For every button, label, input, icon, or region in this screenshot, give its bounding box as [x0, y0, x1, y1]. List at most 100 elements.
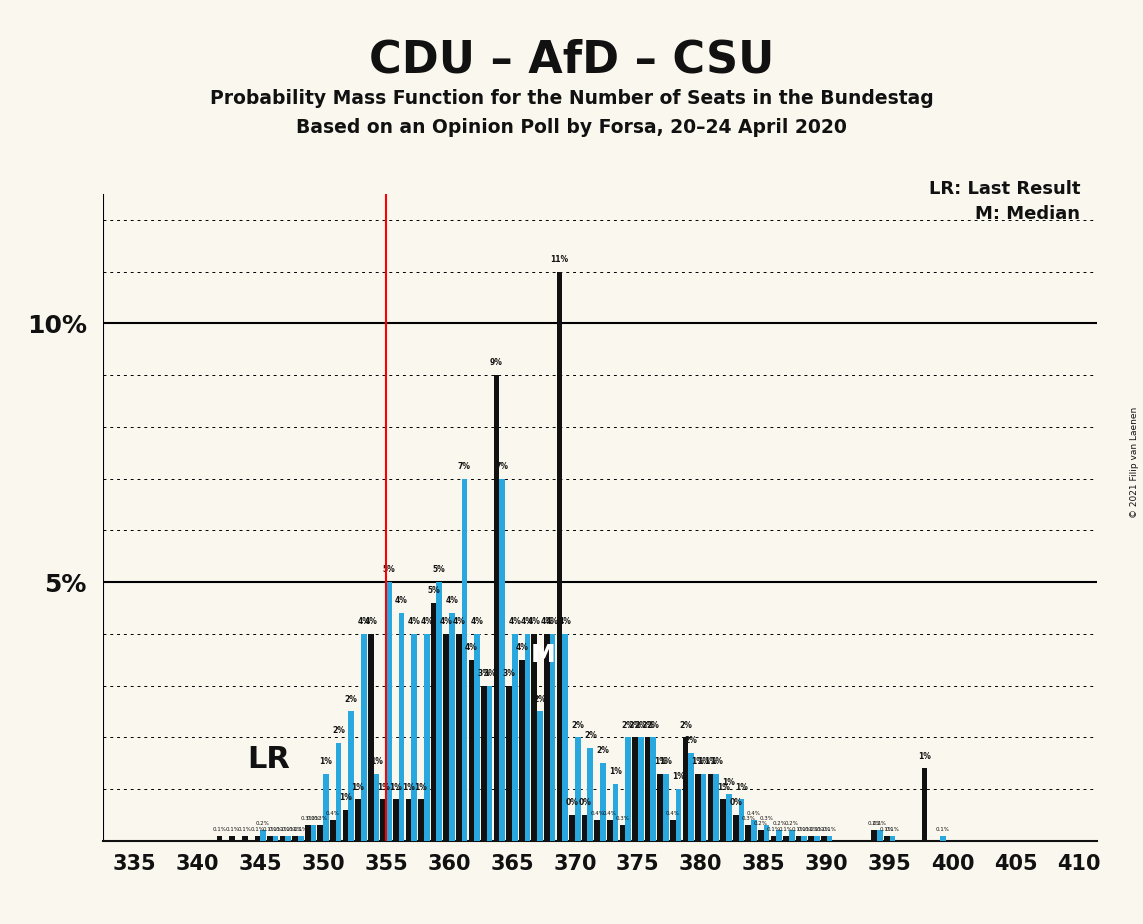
Bar: [494, 375, 499, 841]
Text: 0.2%: 0.2%: [773, 821, 786, 826]
Bar: [406, 799, 411, 841]
Bar: [437, 582, 442, 841]
Bar: [776, 831, 782, 841]
Text: Based on an Opinion Poll by Forsa, 20–24 April 2020: Based on an Opinion Poll by Forsa, 20–24…: [296, 118, 847, 137]
Bar: [701, 773, 706, 841]
Bar: [255, 835, 261, 841]
Bar: [217, 835, 223, 841]
Bar: [311, 825, 317, 841]
Bar: [889, 835, 895, 841]
Text: 0.3%: 0.3%: [742, 816, 756, 821]
Text: 0.1%: 0.1%: [817, 827, 831, 832]
Text: 1%: 1%: [697, 757, 710, 766]
Bar: [456, 634, 462, 841]
Bar: [808, 835, 814, 841]
Bar: [871, 831, 877, 841]
Text: 0.1%: 0.1%: [288, 827, 302, 832]
Text: 1%: 1%: [722, 777, 735, 786]
Text: 11%: 11%: [551, 255, 568, 264]
Bar: [336, 743, 342, 841]
Bar: [525, 634, 530, 841]
Text: 2%: 2%: [634, 721, 647, 730]
Text: 0.1%: 0.1%: [238, 827, 251, 832]
Bar: [826, 835, 832, 841]
Bar: [343, 809, 349, 841]
Text: 4%: 4%: [521, 617, 534, 626]
Bar: [594, 821, 600, 841]
Bar: [720, 799, 726, 841]
Text: 0.2%: 0.2%: [873, 821, 887, 826]
Bar: [242, 835, 248, 841]
Text: 4%: 4%: [440, 617, 453, 626]
Bar: [399, 614, 405, 841]
Text: LR: Last Result: LR: Last Result: [928, 180, 1080, 199]
Text: 2%: 2%: [622, 721, 634, 730]
Text: 1%: 1%: [704, 757, 717, 766]
Bar: [708, 773, 713, 841]
Text: 0.1%: 0.1%: [275, 827, 289, 832]
Text: 4%: 4%: [541, 617, 553, 626]
Text: 5%: 5%: [383, 565, 395, 575]
Bar: [374, 773, 379, 841]
Bar: [582, 815, 588, 841]
Text: 0.1%: 0.1%: [936, 827, 950, 832]
Bar: [323, 773, 329, 841]
Bar: [393, 799, 399, 841]
Text: 1%: 1%: [692, 757, 704, 766]
Bar: [877, 831, 882, 841]
Bar: [770, 835, 776, 841]
Text: 2%: 2%: [345, 695, 358, 704]
Bar: [645, 737, 650, 841]
Text: 0.2%: 0.2%: [256, 821, 270, 826]
Text: 2%: 2%: [641, 721, 654, 730]
Bar: [638, 737, 644, 841]
Bar: [557, 272, 562, 841]
Bar: [550, 634, 555, 841]
Text: 5%: 5%: [433, 565, 446, 575]
Text: 1%: 1%: [415, 783, 427, 792]
Bar: [783, 835, 789, 841]
Text: 0.3%: 0.3%: [313, 816, 327, 821]
Text: 0.4%: 0.4%: [602, 811, 617, 816]
Bar: [801, 835, 807, 841]
Text: 1%: 1%: [402, 783, 415, 792]
Text: 2%: 2%: [679, 721, 692, 730]
Text: 0.1%: 0.1%: [780, 827, 793, 832]
Text: 2%: 2%: [333, 725, 345, 735]
Text: 0.1%: 0.1%: [880, 827, 894, 832]
Text: 0.4%: 0.4%: [590, 811, 605, 816]
Bar: [921, 769, 927, 841]
Text: 1%: 1%: [660, 757, 672, 766]
Bar: [726, 795, 732, 841]
Bar: [499, 479, 505, 841]
Text: LR: LR: [248, 746, 290, 774]
Text: 4%: 4%: [453, 617, 465, 626]
Text: 4%: 4%: [465, 643, 478, 652]
Text: 4%: 4%: [528, 617, 541, 626]
Text: 0.1%: 0.1%: [225, 827, 239, 832]
Text: 0.1%: 0.1%: [294, 827, 307, 832]
Bar: [745, 825, 751, 841]
Text: 0.1%: 0.1%: [886, 827, 900, 832]
Text: 2%: 2%: [685, 736, 697, 745]
Bar: [713, 773, 719, 841]
Text: 0.1%: 0.1%: [263, 827, 277, 832]
Bar: [620, 825, 625, 841]
Text: 1%: 1%: [609, 767, 622, 776]
Text: 0%: 0%: [729, 798, 742, 808]
Text: 0.2%: 0.2%: [754, 821, 768, 826]
Text: © 2021 Filip van Laenen: © 2021 Filip van Laenen: [1130, 407, 1140, 517]
Text: 5%: 5%: [427, 586, 440, 595]
Text: 4%: 4%: [546, 617, 559, 626]
Bar: [449, 614, 455, 841]
Text: 1%: 1%: [918, 751, 930, 760]
Bar: [544, 634, 550, 841]
Bar: [575, 737, 581, 841]
Bar: [657, 773, 663, 841]
Text: 0.3%: 0.3%: [306, 816, 320, 821]
Text: 4%: 4%: [559, 617, 572, 626]
Text: 3%: 3%: [503, 669, 515, 678]
Text: 0.1%: 0.1%: [823, 827, 837, 832]
Text: 0.1%: 0.1%: [213, 827, 226, 832]
Text: 4%: 4%: [408, 617, 421, 626]
